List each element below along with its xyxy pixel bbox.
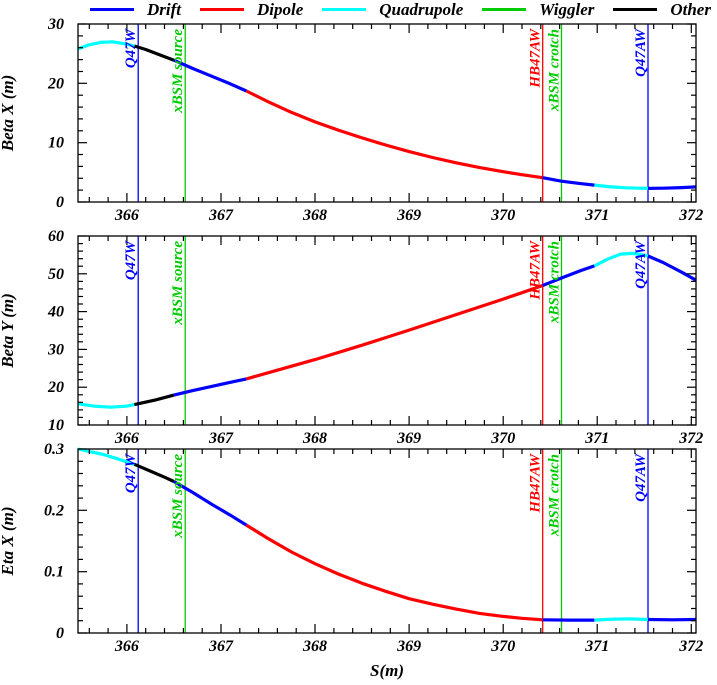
curve-segment-quadrupole	[77, 402, 135, 409]
curve-segment-drift	[542, 176, 595, 187]
x-tick-label: 372	[678, 638, 703, 655]
marker-label-xbsm-source: xBSM source	[170, 454, 186, 539]
marker-label-hb47aw: HB47AW	[528, 27, 544, 88]
panel-beta-x-m-: 366 367 368 369 370 371 372 0 10 20 30 Beta X (m) Q4…	[0, 16, 703, 224]
x-tick-label: 368	[302, 430, 327, 447]
y-tick-label: 30	[47, 16, 64, 33]
y-tick-label: 20	[47, 379, 64, 396]
y-tick-label: 40	[47, 304, 64, 321]
curve-segment-drift	[173, 377, 247, 397]
marker-label-hb47aw: HB47AW	[528, 452, 544, 513]
y-tick-label: 60	[48, 228, 64, 245]
marker-label-xbsm-source: xBSM source	[170, 241, 186, 326]
x-tick-label: 367	[208, 430, 234, 447]
panel-frame	[77, 448, 697, 634]
legend-line-wiggler	[482, 7, 527, 11]
x-tick-label: 371	[584, 207, 609, 224]
x-tick-label: 370	[490, 430, 515, 447]
legend-label-drift: Drift	[147, 0, 181, 19]
x-tick-label: 366	[114, 638, 139, 655]
x-tick-label: 372	[678, 207, 703, 224]
curve-segment-drift	[647, 254, 697, 282]
legend-line-dipole	[199, 7, 244, 11]
y-axis-title: Eta X (m)	[0, 507, 17, 577]
y-tick-label: 20	[47, 75, 64, 92]
curve-segment-drift	[542, 264, 595, 287]
y-tick-label: 10	[48, 135, 64, 152]
marker-label-xbsm-crotch: xBSM crotch	[547, 241, 563, 324]
x-tick-label: 369	[396, 207, 421, 224]
y-axis-title: Beta X (m)	[0, 75, 17, 153]
x-tick-label: 370	[490, 207, 515, 224]
legend-item-quadrupole: Quadrupole	[322, 1, 463, 18]
curve-segment-drift	[173, 58, 248, 93]
legend-label-wiggler: Wiggler	[539, 0, 595, 19]
x-tick-label: 370	[490, 638, 515, 655]
x-tick-label: 369	[396, 430, 421, 447]
legend-item-dipole: Dipole	[199, 0, 304, 19]
curve-segment-other	[133, 44, 175, 62]
y-tick-label: 0.1	[44, 564, 64, 581]
marker-label-q47w: Q47W	[123, 452, 139, 493]
curve-segment-drift	[173, 480, 248, 527]
y-tick-label: 0	[56, 625, 64, 642]
x-axis-title: S(m)	[370, 661, 404, 680]
x-tick-label: 372	[678, 430, 703, 447]
marker-label-hb47aw: HB47AW	[528, 239, 544, 300]
legend-label-other: Other	[670, 0, 711, 19]
x-tick-label: 366	[114, 430, 139, 447]
x-tick-label: 371	[584, 638, 609, 655]
panel-eta-x-m-: 366 367 368 369 370 371 372 0 0.1 0.2 0.3 Eta X (m)…	[0, 441, 703, 655]
legend-line-other	[613, 7, 658, 11]
curve-segment-dipole	[245, 283, 544, 381]
curve-segment-quadrupole	[77, 40, 135, 51]
legend-item-other: Other	[613, 1, 711, 18]
legend-line-drift	[90, 7, 134, 11]
legend-line-quadrupole	[322, 7, 367, 11]
y-tick-label: 0.2	[44, 502, 64, 519]
marker-label-xbsm-source: xBSM source	[170, 29, 186, 114]
y-tick-label: 0.3	[44, 441, 64, 458]
marker-label-xbsm-crotch: xBSM crotch	[547, 29, 563, 112]
legend-item-wiggler: Wiggler	[482, 1, 594, 18]
curve-segment-drift	[647, 185, 697, 190]
marker-label-q47aw: Q47AW	[633, 239, 649, 288]
y-tick-label: 10	[48, 417, 64, 434]
marker-label-q47w: Q47W	[123, 27, 139, 68]
marker-label-q47w: Q47W	[123, 239, 139, 280]
legend: Drift Dipole Quadrupole Wiggler Other	[90, 0, 711, 19]
x-tick-label: 367	[208, 638, 234, 655]
y-axis-title: Beta Y (m)	[0, 293, 17, 369]
curve-segment-dipole	[245, 523, 543, 622]
x-tick-label: 368	[302, 638, 327, 655]
panel-frame	[77, 235, 697, 426]
curve-segment-quadrupole	[593, 251, 649, 268]
marker-label-q47aw: Q47AW	[633, 452, 649, 501]
y-tick-label: 50	[48, 266, 64, 283]
curve-segment-other	[133, 462, 175, 483]
panel-frame	[77, 23, 697, 203]
legend-label-quadrupole: Quadrupole	[379, 0, 464, 19]
curve-segment-other	[134, 393, 175, 407]
x-tick-label: 368	[302, 207, 327, 224]
curve-segment-quadrupole	[77, 447, 135, 466]
x-tick-label: 371	[584, 430, 609, 447]
legend-item-drift: Drift	[90, 1, 181, 18]
legend-label-dipole: Dipole	[256, 0, 304, 19]
curve-segment-quadrupole	[594, 183, 649, 190]
curve-segment-dipole	[245, 89, 543, 180]
marker-label-xbsm-crotch: xBSM crotch	[547, 454, 563, 537]
x-tick-label: 369	[396, 638, 421, 655]
x-tick-label: 367	[208, 207, 234, 224]
curve-segment-quadrupole	[594, 617, 649, 622]
panel-beta-y-m-: 366 367 368 369 370 371 372 10 20 30 40 50 60 Beta Y …	[0, 228, 703, 447]
marker-label-q47aw: Q47AW	[633, 27, 649, 76]
y-tick-label: 0	[56, 194, 64, 211]
x-tick-label: 366	[114, 207, 139, 224]
y-tick-label: 30	[47, 341, 64, 358]
